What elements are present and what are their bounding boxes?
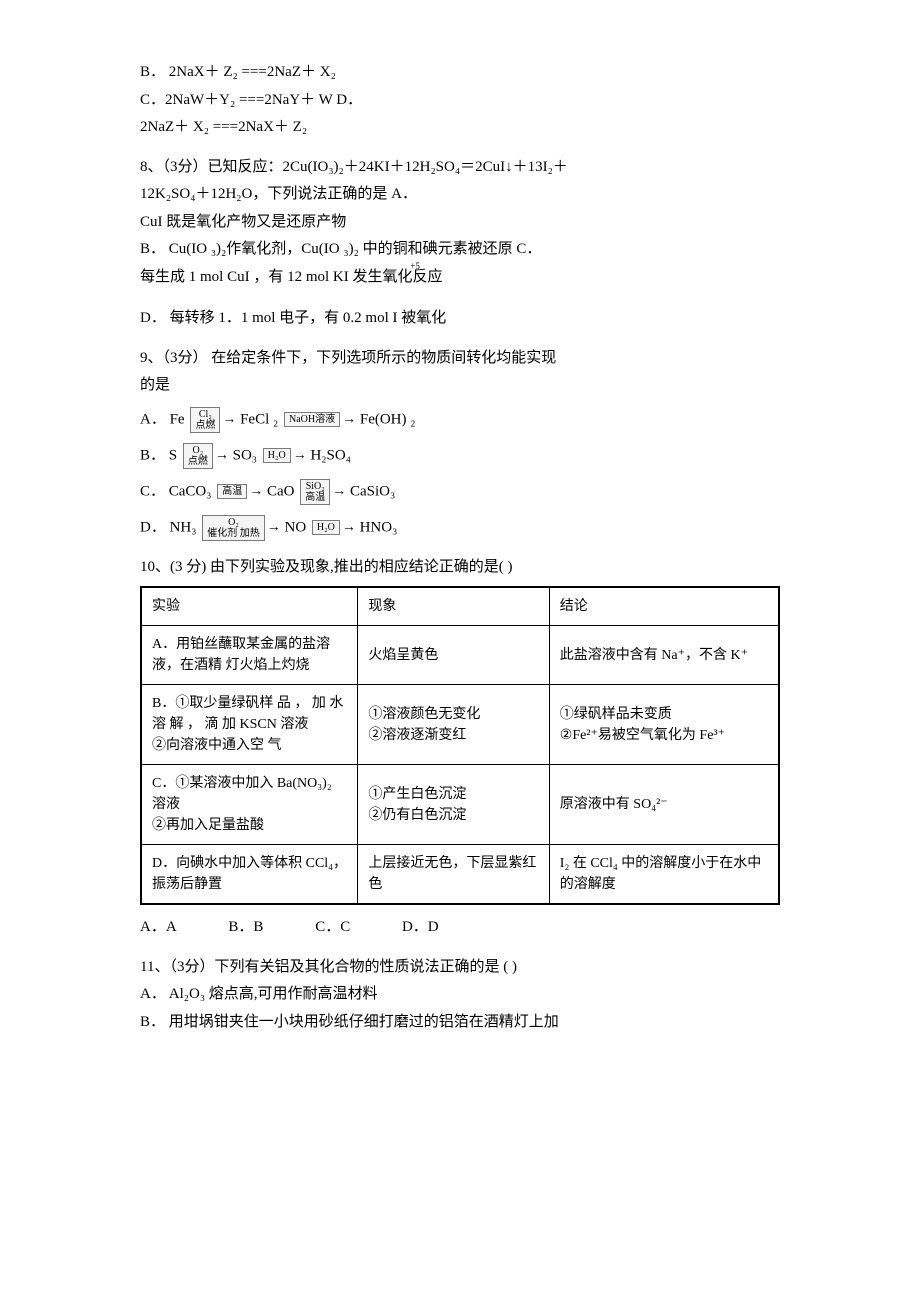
q9-opt-b: B． S O₂ 点燃 → SO₃ H₂O → H₂SO₄	[140, 443, 780, 469]
table-cell: 此盐溶液中含有 Na⁺，不含 K⁺	[549, 626, 779, 685]
arrow-icon: →	[293, 444, 307, 468]
q9-d-mid: NO	[284, 519, 306, 535]
arrow-bot: 点燃	[195, 420, 215, 431]
q9-c-post: CaSiO₃	[350, 483, 395, 499]
q10-stem: 10、(3 分) 由下列实验及现象,推出的相应结论正确的是( )	[140, 555, 780, 581]
q7-opt-c2: 2NaZ＋ X₂ ===2NaX＋ Z₂	[140, 115, 780, 141]
q8-opt-d: D． 每转移 1．1 mol 电子，有 0.2 mol I 被氧化	[140, 306, 780, 332]
question-7-fragment: B． 2NaX＋ Z₂ ===2NaZ＋ X₂ C．2NaW＋Y₂ ===2Na…	[140, 60, 780, 141]
arrow-bot: 高温	[305, 492, 325, 503]
q7-opt-c: C．2NaW＋Y₂ ===2NaY＋ W D．	[140, 88, 780, 114]
q9-a-post: Fe(OH) ₂	[360, 411, 416, 427]
q8-stem-1: 8、（3分）已知反应：2Cu(IO₃)₂＋24KI＋12H₂SO₄＝2CuI↓＋…	[140, 155, 780, 181]
table-row: A．用铂丝蘸取某金属的盐溶液，在酒精 灯火焰上灼烧火焰呈黄色此盐溶液中含有 Na…	[141, 626, 779, 685]
q9-b-pre: B． S	[140, 447, 177, 463]
arrow-top: O₂	[188, 445, 208, 456]
table-row: D．向碘水中加入等体积 CCl₄， 振荡后静置上层接近无色，下层显紫红色I₂ 在…	[141, 845, 779, 905]
q9-a-pre: A． Fe	[140, 411, 185, 427]
arrow-top: H₂O	[317, 522, 335, 533]
reaction-arrow-icon: 高温	[217, 484, 247, 499]
arrow-bot: 催化剂 加热	[207, 528, 260, 539]
q8-sup: +5	[410, 261, 420, 271]
question-11: 11、（3分）下列有关铝及其化合物的性质说法正确的是 ( ) A． Al₂O₃ …	[140, 955, 780, 1036]
question-10: 10、(3 分) 由下列实验及现象,推出的相应结论正确的是( ) 实验现象结论A…	[140, 555, 780, 941]
table-cell: C．①某溶液中加入 Ba(NO₃)₂ 溶液 ②再加入足量盐酸	[141, 765, 358, 845]
arrow-icon: →	[267, 516, 281, 540]
arrow-icon: →	[249, 480, 263, 504]
table-cell: I₂ 在 CCl₄ 中的溶解度小于在水中的溶解度	[549, 845, 779, 905]
q9-stem-1: 9、（3分） 在给定条件下，下列选项所示的物质间转化均能实现	[140, 346, 780, 372]
q9-b-mid: SO₃	[233, 447, 257, 463]
q8-opt-b: B． Cu(IO ₃)₂作氧化剂，Cu(IO ₃)₂ 中的铜和碘元素被还原 C．	[140, 237, 780, 263]
reaction-arrow-icon: O₂ 点燃	[183, 443, 213, 469]
arrow-icon: →	[342, 408, 356, 432]
arrow-icon: →	[342, 516, 356, 540]
reaction-arrow-icon: NaOH溶液	[284, 412, 340, 427]
spacer	[140, 292, 780, 306]
q8-opt-c2: 每生成 1 mol CuI ，有 12 mol KI 发生氧化反应 +5	[140, 265, 780, 291]
table-cell: 原溶液中有 SO₄²⁻	[549, 765, 779, 845]
table-cell: 火焰呈黄色	[358, 626, 549, 685]
q10-options: A．A B．B C．C D．D	[140, 915, 780, 941]
q9-d-pre: D． NH₃	[140, 519, 196, 535]
table-cell: D．向碘水中加入等体积 CCl₄， 振荡后静置	[141, 845, 358, 905]
q11-opt-b: B． 用坩埚钳夹住一小块用砂纸仔细打磨过的铝箔在酒精灯上加	[140, 1010, 780, 1036]
q10-opt-b: B．B	[228, 915, 263, 941]
question-9: 9、（3分） 在给定条件下，下列选项所示的物质间转化均能实现 的是 A． Fe …	[140, 346, 780, 541]
table-cell: ①产生白色沉淀 ②仍有白色沉淀	[358, 765, 549, 845]
table-row: C．①某溶液中加入 Ba(NO₃)₂ 溶液 ②再加入足量盐酸①产生白色沉淀 ②仍…	[141, 765, 779, 845]
reaction-arrow-icon: Cl₂ 点燃	[190, 407, 220, 433]
question-8: 8、（3分）已知反应：2Cu(IO₃)₂＋24KI＋12H₂SO₄＝2CuI↓＋…	[140, 155, 780, 332]
q8-stem-2: 12K₂SO₄＋12H₂O，下列说法正确的是 A．	[140, 182, 780, 208]
q10-opt-a: A．A	[140, 915, 177, 941]
reaction-arrow-icon: SiO₂ 高温	[300, 479, 330, 505]
reaction-arrow-icon: O₂ 催化剂 加热	[202, 515, 265, 541]
table-cell: ①绿矾样品未变质 ②Fe²⁺易被空气氧化为 Fe³⁺	[549, 685, 779, 765]
q9-a-mid: FeCl ₂	[240, 411, 278, 427]
q9-c-mid: CaO	[267, 483, 295, 499]
q9-d-post: HNO₃	[360, 519, 398, 535]
q9-opt-c: C． CaCO₃ 高温 → CaO SiO₂ 高温 → CaSiO₃	[140, 479, 780, 505]
q10-opt-d: D．D	[402, 915, 439, 941]
arrow-bot: 高温	[222, 486, 242, 497]
q10-opt-c: C．C	[315, 915, 350, 941]
arrow-top: O₂	[207, 517, 260, 528]
q9-opt-a: A． Fe Cl₂ 点燃 → FeCl ₂ NaOH溶液 → Fe(OH) ₂	[140, 407, 780, 433]
table-header-cell: 实验	[141, 587, 358, 626]
arrow-top: H₂O	[268, 450, 286, 461]
arrow-top: NaOH溶液	[289, 414, 335, 425]
q9-b-post: H₂SO₄	[310, 447, 350, 463]
reaction-arrow-icon: H₂O	[312, 520, 340, 535]
q9-stem-2: 的是	[140, 373, 780, 399]
q11-stem: 11、（3分）下列有关铝及其化合物的性质说法正确的是 ( )	[140, 955, 780, 981]
q9-c-pre: C． CaCO₃	[140, 483, 212, 499]
table-cell: B．①取少量绿矾样 品 ， 加 水 溶 解 ， 滴 加 KSCN 溶液 ②向溶液…	[141, 685, 358, 765]
table-header-cell: 结论	[549, 587, 779, 626]
q10-table: 实验现象结论A．用铂丝蘸取某金属的盐溶液，在酒精 灯火焰上灼烧火焰呈黄色此盐溶液…	[140, 586, 780, 905]
table-header-cell: 现象	[358, 587, 549, 626]
table-cell: 上层接近无色，下层显紫红色	[358, 845, 549, 905]
page: B． 2NaX＋ Z₂ ===2NaZ＋ X₂ C．2NaW＋Y₂ ===2Na…	[0, 0, 920, 1109]
q7-opt-b: B． 2NaX＋ Z₂ ===2NaZ＋ X₂	[140, 60, 780, 86]
table-cell: ①溶液颜色无变化 ②溶液逐渐变红	[358, 685, 549, 765]
reaction-arrow-icon: H₂O	[263, 448, 291, 463]
q9-opt-d: D． NH₃ O₂ 催化剂 加热 → NO H₂O → HNO₃	[140, 515, 780, 541]
q11-opt-a: A． Al₂O₃ 熔点高,可用作耐高温材料	[140, 982, 780, 1008]
arrow-icon: →	[215, 444, 229, 468]
table-row: B．①取少量绿矾样 品 ， 加 水 溶 解 ， 滴 加 KSCN 溶液 ②向溶液…	[141, 685, 779, 765]
arrow-icon: →	[222, 408, 236, 432]
arrow-top: Cl₂	[195, 409, 215, 420]
table-cell: A．用铂丝蘸取某金属的盐溶液，在酒精 灯火焰上灼烧	[141, 626, 358, 685]
q8-stem-3: CuI 既是氧化产物又是还原产物	[140, 210, 780, 236]
arrow-top: SiO₂	[305, 481, 325, 492]
arrow-bot: 点燃	[188, 456, 208, 467]
q8-opt-c2-text: 每生成 1 mol CuI ，有 12 mol KI 发生氧化反应	[140, 269, 443, 285]
arrow-icon: →	[332, 480, 346, 504]
